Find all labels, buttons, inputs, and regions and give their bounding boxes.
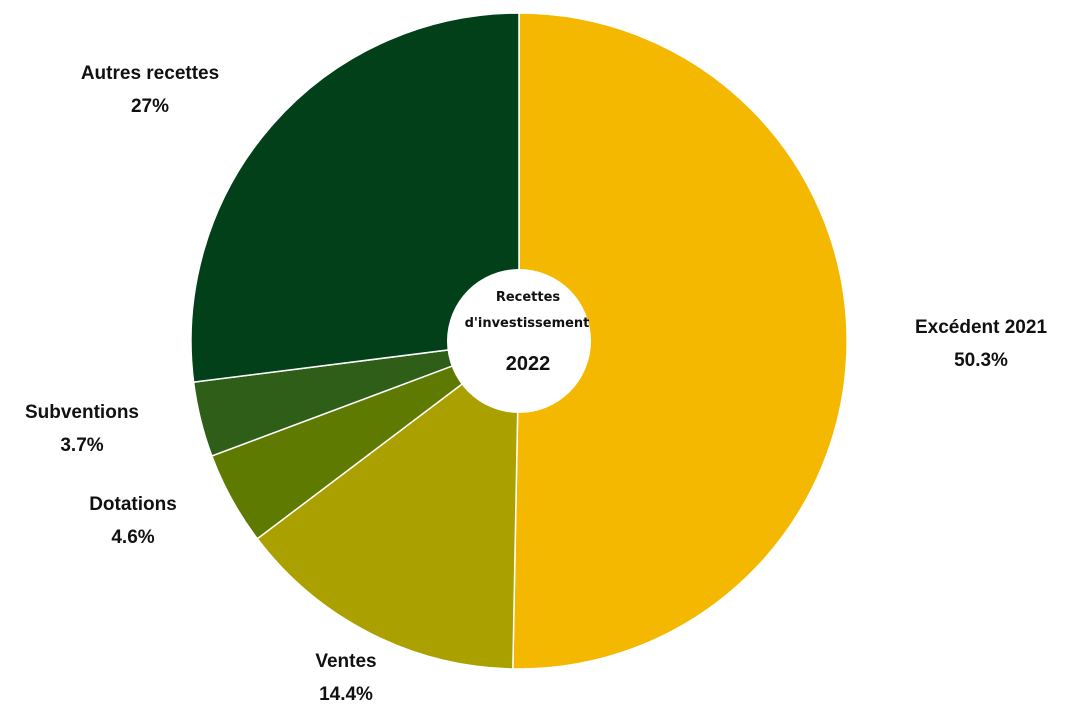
- center-year: 2022: [506, 353, 551, 375]
- pie-slice: [190, 12, 520, 383]
- slice-value-label: 4.6%: [111, 527, 154, 548]
- slice-name-label: Dotations: [89, 494, 177, 515]
- slice-name-label: Excédent 2021: [915, 317, 1047, 338]
- slice-name-label: Autres recettes: [81, 63, 219, 84]
- slice-value-label: 27%: [131, 96, 169, 117]
- slice-name-label: Subventions: [25, 402, 139, 423]
- slice-value-label: 50.3%: [954, 350, 1008, 371]
- pie-slice: [512, 12, 848, 670]
- pie-slices: [190, 12, 848, 670]
- slice-labels: Excédent 2021 50.3% Ventes 14.4% Dotations 4.…: [25, 63, 1047, 705]
- center-hole: [447, 269, 591, 413]
- center-title-line2: d'investissement: [465, 316, 590, 331]
- pie-slice: [256, 339, 520, 670]
- slice-name-label: Ventes: [315, 651, 376, 672]
- center-title-line1: Recettes: [496, 290, 561, 305]
- slice-value-label: 14.4%: [319, 684, 373, 705]
- slice-value-label: 3.7%: [60, 435, 103, 456]
